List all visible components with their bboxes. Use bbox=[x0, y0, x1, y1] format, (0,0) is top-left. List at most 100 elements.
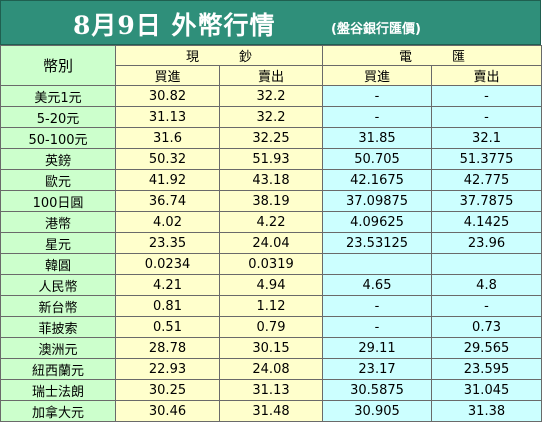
cash-sell-cell: 32.2 bbox=[218, 106, 324, 128]
cash-buy-cell: 28.78 bbox=[115, 337, 220, 359]
wire-buy-cell: 31.85 bbox=[322, 127, 433, 149]
cash-buy-cell: 30.46 bbox=[115, 400, 220, 422]
cash-sell-cell: 38.19 bbox=[218, 190, 324, 212]
wire-buy-cell: 30.5875 bbox=[322, 379, 433, 401]
wire-sell-header: 賣出 bbox=[431, 65, 543, 86]
cash-sell-cell: 32.25 bbox=[218, 127, 324, 149]
wire-buy-cell: 37.09875 bbox=[322, 190, 433, 212]
cash-buy-cell: 0.51 bbox=[115, 316, 220, 338]
table-row: 星元 23.35 24.04 23.53125 23.96 bbox=[0, 232, 543, 254]
wire-sell-cell: 23.96 bbox=[431, 232, 543, 254]
currency-name-cell: 新台幣 bbox=[0, 295, 116, 317]
wire-buy-cell bbox=[322, 253, 433, 275]
cash-sell-cell: 24.08 bbox=[218, 358, 324, 380]
table-row: 港幣 4.02 4.22 4.09625 4.1425 bbox=[0, 211, 543, 233]
wire-sell-cell: 23.595 bbox=[431, 358, 543, 380]
currency-name-cell: 瑞士法朗 bbox=[0, 379, 116, 401]
cash-sell-cell: 4.22 bbox=[218, 211, 324, 233]
currency-name-cell: 加拿大元 bbox=[0, 400, 116, 422]
wire-buy-header: 買進 bbox=[322, 65, 433, 86]
cash-sell-cell: 30.15 bbox=[218, 337, 324, 359]
bank-source-label: (盤谷銀行匯價) bbox=[331, 22, 421, 37]
table-row: 5-20元 31.13 32.2- - bbox=[0, 106, 543, 128]
wire-sell-cell: 37.7875 bbox=[431, 190, 543, 212]
cash-sell-cell: 51.93 bbox=[218, 148, 324, 170]
wire-buy-cell: - bbox=[322, 85, 433, 107]
cash-sell-cell: 31.13 bbox=[218, 379, 324, 401]
cash-sell-cell: 0.0319 bbox=[218, 253, 324, 275]
table-row: 美元1元 30.82 32.2- - bbox=[0, 85, 543, 107]
wire-buy-cell: - bbox=[322, 316, 433, 338]
cash-buy-cell: 23.35 bbox=[115, 232, 220, 254]
cash-sell-cell: 24.04 bbox=[218, 232, 324, 254]
wire-sell-cell: 29.565 bbox=[431, 337, 543, 359]
page-title: 8月9日 外幣行情 bbox=[73, 11, 276, 40]
table-row: 紐西蘭元 22.93 24.08 23.17 23.595 bbox=[0, 358, 543, 380]
table-row: 瑞士法朗 30.25 31.13 30.5875 31.045 bbox=[0, 379, 543, 401]
wire-buy-cell: 42.1675 bbox=[322, 169, 433, 191]
wire-sell-cell bbox=[431, 253, 543, 275]
sub-header-row: 買進 賣出 買進 賣出 bbox=[1, 65, 543, 86]
table-row: 50-100元 31.6 32.25 31.85 32.1 bbox=[0, 127, 543, 149]
currency-name-cell: 港幣 bbox=[0, 211, 116, 233]
cash-buy-cell: 0.81 bbox=[115, 295, 220, 317]
currency-name-cell: 100日圓 bbox=[0, 190, 116, 212]
table-row: 韓圓 0.0234 0.0319 bbox=[0, 253, 543, 275]
cash-sell-header: 賣出 bbox=[218, 65, 324, 86]
wire-buy-cell: - bbox=[322, 295, 433, 317]
wire-sell-cell: 51.3775 bbox=[431, 148, 543, 170]
cash-buy-cell: 41.92 bbox=[115, 169, 220, 191]
cash-buy-cell: 36.74 bbox=[115, 190, 220, 212]
wire-buy-cell: 30.905 bbox=[322, 400, 433, 422]
cash-buy-cell: 30.25 bbox=[115, 379, 220, 401]
wire-buy-cell: 23.53125 bbox=[322, 232, 433, 254]
table-row: 人民幣 4.21 4.94 4.65 4.8 bbox=[0, 274, 543, 296]
wire-sell-cell: 42.775 bbox=[431, 169, 543, 191]
currency-column-header: 幣別 bbox=[0, 45, 116, 86]
currency-name-cell: 人民幣 bbox=[0, 274, 116, 296]
wire-group-header: 電匯 bbox=[322, 45, 543, 66]
cash-buy-cell: 31.13 bbox=[115, 106, 220, 128]
currency-name-cell: 5-20元 bbox=[0, 106, 116, 128]
cash-sell-cell: 4.94 bbox=[218, 274, 324, 296]
cash-sell-cell: 0.79 bbox=[218, 316, 324, 338]
cash-buy-cell: 4.02 bbox=[115, 211, 220, 233]
table-row: 澳洲元 28.78 30.15 29.11 29.565 bbox=[0, 337, 543, 359]
table-row: 歐元 41.92 43.18 42.1675 42.775 bbox=[0, 169, 543, 191]
currency-name-cell: 美元1元 bbox=[0, 85, 116, 107]
wire-buy-cell: - bbox=[322, 106, 433, 128]
table-row: 100日圓 36.74 38.19 37.09875 37.7875 bbox=[0, 190, 543, 212]
table-row: 菲披索 0.51 0.79-0.73 bbox=[0, 316, 543, 338]
wire-sell-cell: 32.1 bbox=[431, 127, 543, 149]
cash-sell-cell: 32.2 bbox=[218, 85, 324, 107]
currency-name-cell: 星元 bbox=[0, 232, 116, 254]
wire-buy-cell: 23.17 bbox=[322, 358, 433, 380]
cash-buy-cell: 4.21 bbox=[115, 274, 220, 296]
cash-group-header: 現鈔 bbox=[114, 45, 324, 66]
currency-name-cell: 韓圓 bbox=[0, 253, 116, 275]
wire-buy-cell: 4.09625 bbox=[322, 211, 433, 233]
wire-sell-cell: - bbox=[431, 85, 543, 107]
table-row: 新台幣 0.81 1.12- - bbox=[0, 295, 543, 317]
currency-name-cell: 紐西蘭元 bbox=[0, 358, 116, 380]
cash-buy-cell: 22.93 bbox=[115, 358, 220, 380]
wire-sell-cell: 31.38 bbox=[431, 400, 543, 422]
currency-name-cell: 英鎊 bbox=[0, 148, 116, 170]
wire-buy-cell: 29.11 bbox=[322, 337, 433, 359]
table-row: 英鎊 50.32 51.93 50.705 51.3775 bbox=[0, 148, 543, 170]
wire-buy-cell: 4.65 bbox=[322, 274, 433, 296]
cash-buy-cell: 50.32 bbox=[115, 148, 220, 170]
wire-sell-cell: - bbox=[431, 106, 543, 128]
group-header-row: 幣別 現鈔 電匯 bbox=[0, 45, 543, 86]
title-bar: 8月9日 外幣行情 (盤谷銀行匯價) bbox=[0, 0, 541, 45]
exchange-rate-table: 幣別 現鈔 電匯 買進 賣出 買進 賣出 美元1元 30.82 32.2- -5-20… bbox=[0, 45, 543, 422]
cash-buy-header: 買進 bbox=[115, 65, 220, 86]
wire-buy-cell: 50.705 bbox=[322, 148, 433, 170]
wire-sell-cell: 4.1425 bbox=[431, 211, 543, 233]
wire-sell-cell: 0.73 bbox=[431, 316, 543, 338]
cash-sell-cell: 1.12 bbox=[218, 295, 324, 317]
currency-name-cell: 歐元 bbox=[0, 169, 116, 191]
cash-sell-cell: 43.18 bbox=[218, 169, 324, 191]
wire-sell-cell: 4.8 bbox=[431, 274, 543, 296]
